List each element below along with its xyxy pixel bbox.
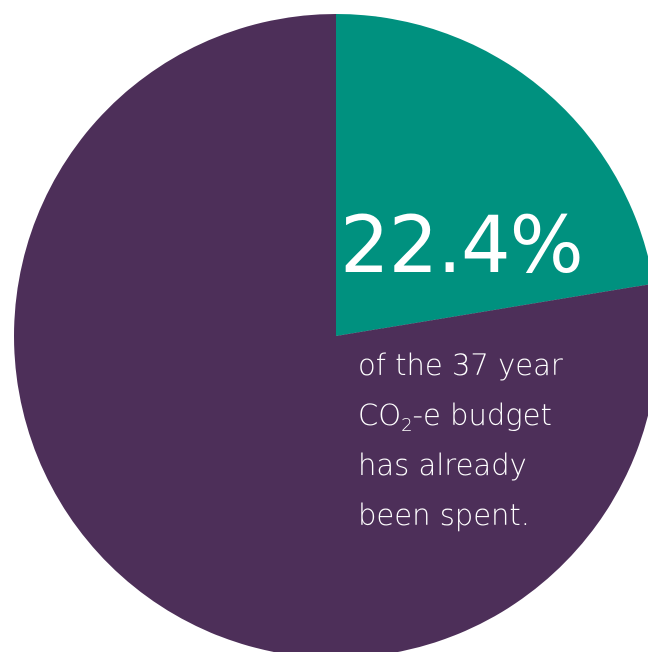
caption-co-text: CO bbox=[358, 398, 401, 432]
caption-e-budget-text: -e budget bbox=[413, 398, 552, 432]
caption-subscript: 2 bbox=[401, 415, 412, 436]
percent-label: 22.4% bbox=[340, 196, 583, 296]
caption-line-2: CO2-e budget bbox=[358, 390, 563, 440]
caption-line-3: has already bbox=[358, 440, 563, 490]
caption-text: of the 37 year CO2-e budget has already … bbox=[358, 340, 563, 540]
caption-line-4: been spent. bbox=[358, 490, 563, 540]
caption-line-1: of the 37 year bbox=[358, 340, 563, 390]
